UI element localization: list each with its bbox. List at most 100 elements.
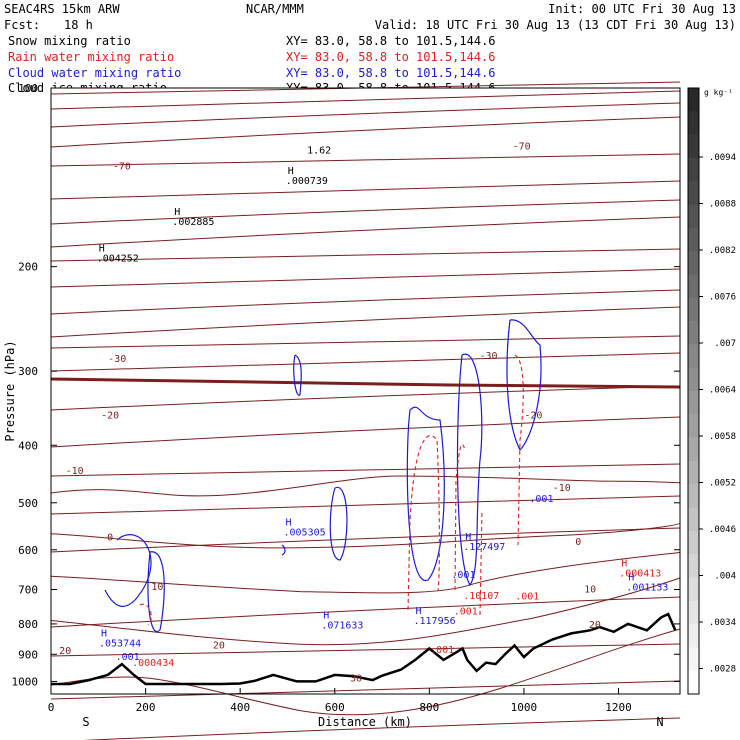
zero-degree-isotherm	[50, 377, 681, 389]
isotherm-line	[50, 628, 681, 716]
rain-water-contour	[479, 509, 483, 616]
isotherm-label: -20	[101, 411, 119, 422]
isotherm-label: -20	[524, 411, 542, 422]
colorbar-segment	[688, 134, 699, 159]
colorbar-label: .0064	[709, 386, 736, 396]
maximum-marker: H	[286, 518, 292, 529]
plot-frame	[50, 87, 681, 695]
x-axis: 0 200 400 600 800 1000 1200	[48, 688, 632, 714]
colorbar-segment	[688, 437, 699, 462]
colorbar-segment	[688, 111, 699, 136]
colorbar-segment	[688, 460, 699, 485]
colorbar-segment	[688, 344, 699, 369]
maximum-value-label: .002885	[172, 217, 214, 228]
maximum-value-label: .127497	[463, 542, 505, 553]
isotherm-line	[50, 385, 681, 411]
isotherm-label: 0	[107, 533, 113, 544]
y-tick-label: 400	[18, 439, 38, 452]
isotherm-line	[50, 527, 681, 553]
colorbar-label: .0094	[709, 153, 736, 163]
cloud-water-contour	[281, 544, 286, 556]
colorbar-segment	[688, 181, 699, 205]
terrain-profile	[51, 612, 677, 686]
maximum-marker: H	[416, 606, 422, 617]
colorbar-label: .0058	[709, 432, 736, 442]
colorbar-segment	[688, 367, 699, 392]
isotherm-line	[50, 522, 681, 549]
isotherm-label: 20	[213, 641, 225, 652]
x-tick-label: 400	[230, 701, 250, 714]
south-endpoint-label: S	[82, 715, 89, 729]
field-name-snow: Snow mixing ratio	[8, 34, 131, 48]
colorbar: .0094 .0088 .0082 .0076 .007 .0064 .0058 .0052.…	[687, 87, 736, 695]
colorbar-segment	[688, 251, 699, 275]
maximum-value-label: .071633	[321, 621, 363, 632]
x-tick-label: 0	[48, 701, 55, 714]
maximum-value-label: .001	[116, 652, 140, 663]
maximum-value-label: .001	[529, 494, 553, 505]
freezing-level-line	[50, 377, 681, 389]
cloud-water-contour	[329, 486, 348, 561]
field-xy-cloud-water: XY= 83.0, 58.8 to 101.5,144.6	[286, 66, 496, 80]
colorbar-label: .0082	[709, 246, 736, 256]
isotherm-line	[50, 289, 681, 315]
isotherm-line	[50, 199, 681, 225]
y-tick-label: 700	[18, 584, 38, 597]
field-xy-snow: XY= 83.0, 58.8 to 101.5,144.6	[286, 34, 496, 48]
isotherm-label: -30	[108, 354, 126, 365]
y-tick-label: 200	[18, 261, 38, 274]
isotherm-line	[50, 306, 681, 338]
x-tick-label: 1200	[605, 701, 632, 714]
colorbar-segment	[688, 577, 699, 602]
colorbar-frame	[687, 87, 700, 695]
valid-time: Valid: 18 UTC Fri 30 Aug 13 (13 CDT Fri …	[375, 18, 736, 32]
y-tick-label: 500	[18, 497, 38, 510]
plot-area	[51, 88, 680, 694]
isotherm-line	[50, 102, 681, 128]
y-tick-label: 1000	[12, 675, 39, 688]
isotherm-label: 20	[59, 646, 71, 657]
isotherm-label: -10	[66, 466, 84, 477]
colorbar-label: .004	[714, 572, 736, 582]
rain-water-contours	[139, 354, 524, 626]
colorbar-segment	[688, 414, 699, 439]
maximum-marker: H	[174, 207, 180, 218]
colorbar-segment	[688, 391, 699, 415]
colorbar-segment	[688, 554, 699, 578]
isotherm-label: 10	[151, 582, 163, 593]
colorbar-segment	[688, 484, 699, 508]
cloud-water-contour	[456, 353, 483, 587]
cloud-water-contour	[506, 319, 542, 452]
isotherm-line	[50, 596, 681, 628]
colorbar-label: .0034	[709, 618, 736, 628]
isotherm-label: 0	[575, 537, 581, 548]
colorbar-segment	[688, 507, 699, 532]
colorbar-label: .007	[714, 339, 736, 349]
isotherm-labels: -70 -70 -30 -30 -20 -20 -10 -10 0 0 10 10 20 20 20 30	[59, 142, 601, 685]
maximum-value-label: .117956	[414, 616, 456, 627]
colorbar-segment	[688, 530, 699, 555]
maximum-value-label: .001133	[626, 583, 668, 594]
x-axis-title: Distance (km)	[318, 715, 412, 729]
maximum-marker: H	[323, 611, 329, 622]
y-tick-label: 100	[18, 82, 38, 95]
colorbar-segment	[688, 274, 699, 299]
colorbar-label: .0088	[709, 200, 736, 210]
isotherm-label: 10	[584, 584, 596, 595]
forecast-hour: 18 h	[64, 18, 93, 32]
isotherm-label: -30	[479, 351, 497, 362]
cloud-water-contour	[147, 551, 165, 633]
cloud-water-contour	[104, 534, 152, 607]
terrain-line	[51, 612, 677, 686]
maximum-value-label: .001	[451, 570, 475, 581]
colorbar-label: .0052	[709, 479, 736, 489]
isotherm-line	[50, 552, 681, 594]
maximum-value-label: .000739	[286, 176, 328, 187]
rain-water-contour	[139, 603, 152, 626]
maximum-value-label: 1.62	[307, 146, 331, 157]
cloud-water-contour	[293, 354, 302, 396]
isotherm-line	[50, 116, 681, 148]
y-axis-title: Pressure (hPa)	[3, 340, 17, 441]
